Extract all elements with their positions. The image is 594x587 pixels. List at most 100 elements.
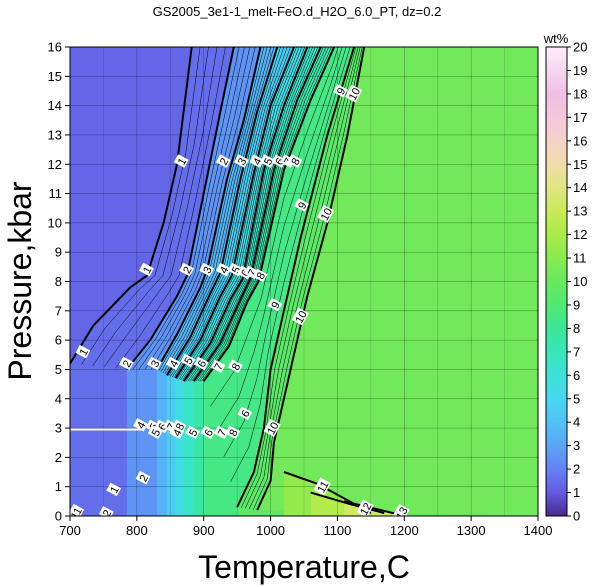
- contour-label-box: [70, 503, 85, 516]
- minor-contour-line: [191, 47, 319, 382]
- contour-label: 5: [260, 154, 276, 168]
- x-tick-label: 700: [59, 523, 81, 538]
- contour-label-box: [210, 359, 226, 374]
- contour-line-7: [192, 47, 322, 382]
- contour-label-text: 7: [246, 268, 259, 279]
- minor-contour-line: [199, 47, 329, 382]
- contour-label-text: 1: [108, 485, 121, 496]
- colorbar-tick-label: 16: [573, 133, 587, 148]
- minor-contour-line: [248, 47, 361, 510]
- minor-contour-line: [164, 47, 275, 375]
- contour-label: 8: [225, 425, 241, 440]
- contour-label-text: 11: [316, 479, 332, 495]
- contour-label: 5: [185, 425, 201, 440]
- contour-label-text: 9: [296, 200, 309, 211]
- x-tick-label: 1200: [390, 523, 419, 538]
- contour-label: 5: [147, 425, 163, 440]
- contour-label-text: 10: [347, 86, 363, 102]
- contour-label-box: [147, 425, 163, 440]
- colorbar-scale: [545, 46, 568, 517]
- contour-label-text: 5: [187, 427, 200, 438]
- contour-label-text: 4: [251, 156, 264, 167]
- minor-contour-line: [103, 47, 218, 368]
- minor-contour-line: [162, 47, 271, 374]
- minor-contour-line: [187, 47, 313, 382]
- colorbar-tick-label: 19: [573, 63, 587, 78]
- plot-area: 1234567891091012345678910123456786456785…: [48, 40, 553, 539]
- contour-label-box: [185, 425, 200, 440]
- contour-line-1: [70, 47, 193, 365]
- contour-line-6: [182, 47, 309, 382]
- colorbar-tick-label: 6: [573, 368, 580, 383]
- contour-label: 2: [179, 262, 195, 277]
- contour-label-text: 7: [213, 361, 226, 372]
- contour-label-box: [252, 268, 268, 283]
- contour-label-text: 5: [230, 265, 243, 276]
- contour-label-box: [249, 154, 265, 168]
- contour-label-text: 10: [265, 420, 281, 436]
- contour-label-text: 9: [269, 300, 282, 311]
- contour-label: 6: [154, 419, 170, 434]
- y-tick-label: 1: [55, 479, 62, 494]
- contour-label: 7: [210, 359, 226, 374]
- contour-label-box: [106, 482, 122, 497]
- colorbar-tick-label: 17: [573, 110, 587, 125]
- contour-label: 9: [332, 83, 348, 98]
- contour-label-box: [180, 353, 196, 368]
- contour-label-box: [392, 503, 410, 516]
- contour-label: 3: [147, 356, 163, 371]
- contour-label-box: [260, 154, 275, 168]
- contour-label-box: [332, 83, 348, 98]
- minor-contour-line: [252, 47, 363, 510]
- contour-label: 1: [75, 344, 91, 359]
- contour-line-2: [126, 47, 235, 371]
- y-tick-label: 3: [55, 421, 62, 436]
- y-tick-label: 7: [55, 303, 62, 318]
- contour-label-box: [237, 406, 253, 420]
- contour-label-box: [173, 154, 189, 168]
- minor-contour-line: [92, 47, 209, 367]
- contour-label-box: [147, 356, 162, 371]
- minor-contour-line: [240, 47, 357, 508]
- contour-label-text: 13: [394, 505, 410, 521]
- contour-label: 8: [227, 359, 243, 374]
- colorbar-unit: wt%: [543, 31, 569, 46]
- contour-label: 10: [263, 418, 282, 437]
- contour-label-text: 2: [218, 156, 231, 167]
- colorbar-tick-label: 20: [573, 40, 587, 55]
- contour-label-text: 7: [165, 422, 178, 433]
- contour-label: 10: [291, 307, 310, 326]
- minor-contours: [81, 47, 363, 510]
- minor-contour-line: [180, 47, 303, 381]
- contour-label-text: 8: [255, 271, 268, 282]
- colorbar-tick-label: 18: [573, 86, 587, 101]
- contour-label-box: [215, 262, 231, 277]
- contour-label-box: [287, 154, 303, 168]
- y-tick-label: 10: [48, 215, 62, 230]
- minor-contour-line: [173, 47, 291, 378]
- contour-label-box: [171, 419, 187, 434]
- contour-line-5: [174, 47, 295, 379]
- contour-label: 13: [392, 503, 411, 521]
- contour-label: 9: [294, 198, 310, 212]
- minor-contour-line: [185, 47, 311, 382]
- x-axis: 700 800 900 1000 1100 1200 1300 1400: [59, 516, 552, 538]
- contour-line-12: [310, 491, 385, 515]
- y-tick-label: 8: [55, 274, 62, 289]
- minor-contour-line: [195, 47, 324, 382]
- x-tick-label: 1300: [457, 523, 486, 538]
- contour-label: 6: [193, 356, 209, 371]
- contour-label-text: 3: [201, 265, 214, 276]
- minor-contour-line: [201, 47, 332, 382]
- contour-label: 1: [173, 154, 189, 168]
- major-contours: [70, 47, 405, 516]
- contour-label-box: [227, 359, 243, 374]
- contour-label-text: 2: [138, 473, 151, 484]
- contour-label-text: 10: [319, 206, 335, 222]
- contour-label-box: [345, 84, 363, 103]
- contour-label-text: 2: [181, 265, 194, 276]
- contour-label-box: [139, 262, 154, 277]
- contour-label-box: [263, 418, 281, 437]
- y-tick-label: 14: [48, 98, 62, 113]
